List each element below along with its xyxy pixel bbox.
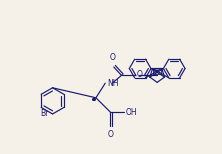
Text: Br: Br [40,109,49,118]
Text: O: O [108,130,114,139]
Text: O: O [110,53,116,62]
Text: O: O [137,70,143,79]
Text: NH: NH [108,79,119,88]
Text: As: As [154,68,160,73]
Text: OH: OH [125,108,137,117]
